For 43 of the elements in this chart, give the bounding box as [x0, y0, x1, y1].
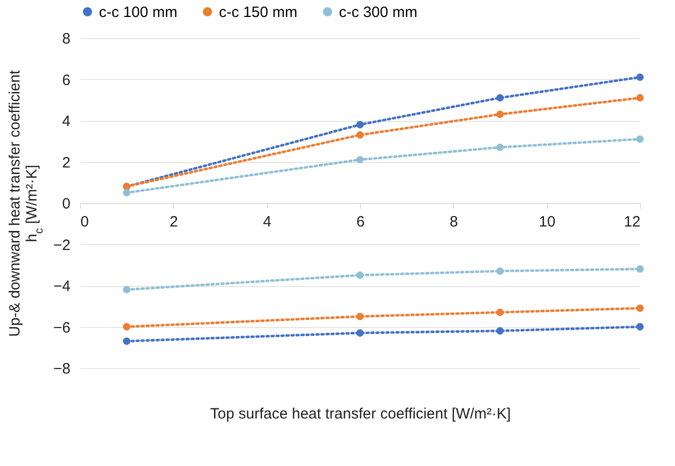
y-tick-label: 8 — [62, 30, 70, 48]
point — [496, 110, 504, 118]
point — [636, 73, 644, 81]
point — [636, 135, 644, 143]
legend-label: c-c 150 mm — [219, 4, 298, 21]
y-tick-label: 2 — [62, 154, 70, 172]
point — [356, 156, 364, 164]
point — [356, 271, 364, 279]
y-tick-label: 6 — [62, 72, 70, 89]
point — [496, 308, 504, 316]
point — [356, 329, 364, 337]
point — [122, 188, 130, 196]
y-tick-label: −8 — [53, 360, 70, 378]
y-tick-label: 4 — [62, 113, 70, 130]
point — [122, 337, 130, 345]
point — [496, 144, 504, 152]
point — [496, 327, 504, 335]
point — [496, 94, 504, 102]
x-tick-label: 8 — [450, 214, 458, 230]
y-tick-label: 0 — [62, 196, 70, 212]
x-tick-label: 10 — [538, 214, 556, 230]
point — [636, 304, 644, 312]
point — [122, 323, 130, 330]
point — [636, 265, 644, 273]
x-tick-label: 6 — [356, 214, 365, 230]
y-tick-label: −4 — [53, 278, 70, 295]
x-tick-label: 12 — [624, 214, 640, 230]
x-axis-title: Top surface heat transfer coefficient [W/m²·K] — [210, 406, 511, 422]
point — [122, 286, 130, 294]
point — [636, 94, 644, 102]
legend-label: c-c 300 mm — [339, 4, 418, 21]
y-tick-label: −2 — [53, 236, 70, 254]
legend-label: c-c 100 mm — [99, 4, 178, 21]
point — [496, 267, 504, 275]
point — [356, 312, 364, 320]
x-tick-label: 0 — [80, 214, 89, 230]
y-tick-label: −6 — [53, 319, 70, 336]
text: Up-& downward heat transfer coefficient — [6, 70, 24, 337]
point — [356, 120, 364, 128]
x-tick-label: 4 — [262, 214, 272, 230]
point — [356, 131, 364, 139]
x-tick-label: 2 — [170, 214, 178, 230]
point — [636, 323, 644, 330]
